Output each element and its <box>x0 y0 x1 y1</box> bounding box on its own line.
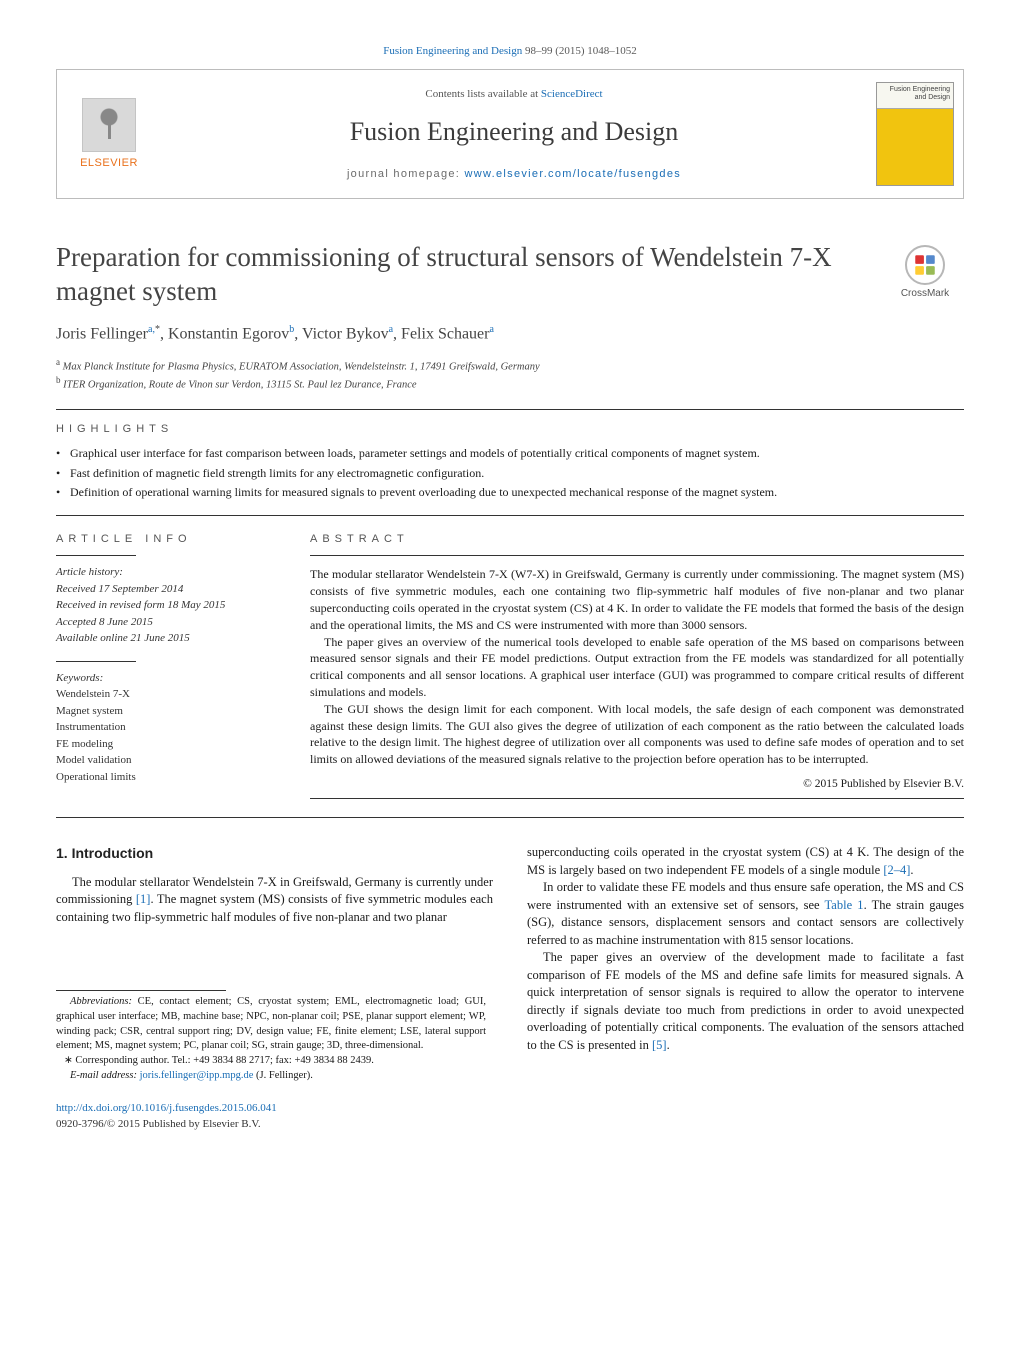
body-p3a: The paper gives an overview of the devel… <box>527 950 964 1052</box>
abstract-column: ABSTRACT The modular stellarator Wendels… <box>310 522 964 799</box>
author-4-aff[interactable]: a <box>489 324 493 335</box>
crossmark-badge[interactable]: CrossMark <box>886 245 964 301</box>
abstract-p2: The paper gives an overview of the numer… <box>310 634 964 701</box>
journal-cover-thumb: Fusion Engineering and Design <box>867 70 963 198</box>
doi-block: http://dx.doi.org/10.1016/j.fusengdes.20… <box>56 1101 964 1132</box>
abstract-rule <box>310 555 964 556</box>
article-title: Preparation for commissioning of structu… <box>56 241 868 309</box>
highlight-item: Definition of operational warning limits… <box>56 484 964 500</box>
keyword: Model validation <box>56 752 274 769</box>
keyword: FE modeling <box>56 736 274 753</box>
author-2-aff[interactable]: b <box>289 324 294 335</box>
article-info-column: ARTICLE INFO Article history: Received 1… <box>56 522 274 799</box>
corresponding-email-link[interactable]: joris.fellinger@ipp.mpg.de <box>140 1070 254 1081</box>
contents-prefix: Contents lists available at <box>425 88 540 100</box>
section-1-heading: 1. Introduction <box>56 844 493 864</box>
doi-link[interactable]: http://dx.doi.org/10.1016/j.fusengdes.20… <box>56 1102 277 1114</box>
body-p2: In order to validate these FE models and… <box>527 879 964 949</box>
cover-colorblock <box>877 109 953 185</box>
keyword: Operational limits <box>56 769 274 786</box>
footnotes: Abbreviations: CE, contact element; CS, … <box>56 995 486 1083</box>
corresponding-author: ∗ Corresponding author. Tel.: +49 3834 8… <box>56 1054 486 1069</box>
body-p1-right: superconducting coils operated in the cr… <box>527 844 964 879</box>
body-two-column: 1. Introduction The modular stellarator … <box>56 844 964 1083</box>
abstract-p3: The GUI shows the design limit for each … <box>310 701 964 768</box>
affiliation-b: ITER Organization, Route de Vinon sur Ve… <box>63 380 416 391</box>
history-label: Article history: <box>56 564 274 581</box>
body-p3b: . <box>667 1038 670 1052</box>
rule-above-highlights <box>56 409 964 410</box>
sciencedirect-link[interactable]: ScienceDirect <box>541 88 603 100</box>
history-received: Received 17 September 2014 <box>56 581 274 598</box>
history-accepted: Accepted 8 June 2015 <box>56 614 274 631</box>
rule-below-highlights <box>56 515 964 516</box>
history-online: Available online 21 June 2015 <box>56 630 274 647</box>
author-3-aff[interactable]: a <box>389 324 393 335</box>
highlight-item: Fast definition of magnetic field streng… <box>56 465 964 481</box>
contents-available-line: Contents lists available at ScienceDirec… <box>425 87 602 102</box>
abstract-copyright: © 2015 Published by Elsevier B.V. <box>310 776 964 792</box>
article-history: Article history: Received 17 September 2… <box>56 564 274 647</box>
keyword: Instrumentation <box>56 719 274 736</box>
author-list: Joris Fellingera,*, Konstantin Egorovb, … <box>56 323 964 346</box>
abstract-p1: The modular stellarator Wendelstein 7-X … <box>310 566 964 633</box>
elsevier-wordmark: ELSEVIER <box>80 156 138 171</box>
article-info-label: ARTICLE INFO <box>56 532 274 547</box>
running-head-journal-link[interactable]: Fusion Engineering and Design <box>383 45 522 57</box>
highlights-list: Graphical user interface for fast compar… <box>56 445 964 515</box>
info-rule-2 <box>56 661 136 662</box>
author-3: Victor Bykov <box>302 325 389 342</box>
running-head-volpages: 98–99 (2015) 1048–1052 <box>522 45 637 57</box>
issn-copyright: 0920-3796/© 2015 Published by Elsevier B… <box>56 1118 261 1130</box>
ref-5-link[interactable]: [5] <box>652 1038 667 1052</box>
elsevier-logo: ELSEVIER <box>57 70 161 198</box>
ref-2-4-link[interactable]: [2–4] <box>883 863 910 877</box>
keyword: Magnet system <box>56 703 274 720</box>
affiliation-a: Max Planck Institute for Plasma Physics,… <box>63 361 540 372</box>
abbrev-label: Abbreviations: <box>70 996 132 1007</box>
crossmark-icon <box>905 245 945 285</box>
table-1-link[interactable]: Table 1 <box>825 898 864 912</box>
journal-name: Fusion Engineering and Design <box>350 114 679 150</box>
elsevier-tree-icon <box>82 98 136 152</box>
author-1: Joris Fellinger <box>56 325 148 342</box>
abstract-bottom-rule <box>310 798 964 799</box>
abstract-label: ABSTRACT <box>310 532 964 547</box>
email-label: E-mail address: <box>70 1070 140 1081</box>
author-4: Felix Schauer <box>401 325 489 342</box>
author-2: Konstantin Egorov <box>168 325 289 342</box>
homepage-prefix: journal homepage: <box>347 168 465 180</box>
ref-1-link[interactable]: [1] <box>136 892 151 906</box>
author-1-aff[interactable]: a, <box>148 324 155 335</box>
footnote-rule <box>56 990 226 991</box>
journal-homepage-link[interactable]: www.elsevier.com/locate/fusengdes <box>465 168 682 180</box>
email-suffix: (J. Fellinger). <box>253 1070 313 1081</box>
highlight-item: Graphical user interface for fast compar… <box>56 445 964 461</box>
journal-header-box: ELSEVIER Contents lists available at Sci… <box>56 69 964 199</box>
cover-line1: Fusion Engineering <box>890 86 950 93</box>
body-p3: The paper gives an overview of the devel… <box>527 949 964 1054</box>
rule-above-body <box>56 817 964 818</box>
affiliation-list: a Max Planck Institute for Plasma Physic… <box>56 356 964 393</box>
body-p1-left: The modular stellarator Wendelstein 7-X … <box>56 874 493 927</box>
header-center: Contents lists available at ScienceDirec… <box>161 70 867 198</box>
author-1-corr: * <box>155 324 160 335</box>
body-p1d: . <box>910 863 913 877</box>
keyword: Wendelstein 7-X <box>56 686 274 703</box>
highlights-label: HIGHLIGHTS <box>56 422 964 437</box>
info-rule <box>56 555 136 556</box>
keywords-label: Keywords: <box>56 670 274 687</box>
cover-line2: and Design <box>915 94 950 101</box>
crossmark-label: CrossMark <box>901 287 949 301</box>
journal-homepage-line: journal homepage: www.elsevier.com/locat… <box>347 167 681 182</box>
running-head-citation: Fusion Engineering and Design 98–99 (201… <box>56 44 964 59</box>
keywords-block: Keywords: Wendelstein 7-X Magnet system … <box>56 670 274 786</box>
history-revised: Received in revised form 18 May 2015 <box>56 597 274 614</box>
